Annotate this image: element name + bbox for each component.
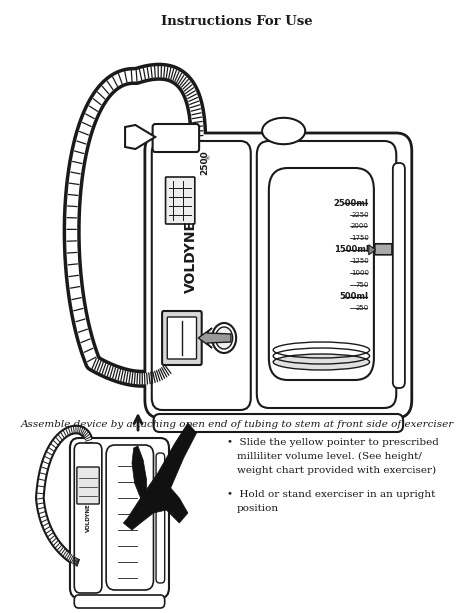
FancyBboxPatch shape	[74, 443, 102, 593]
Text: 1500ml: 1500ml	[334, 245, 369, 254]
Text: 1250: 1250	[351, 259, 369, 264]
Polygon shape	[123, 423, 197, 530]
Ellipse shape	[262, 118, 305, 144]
FancyBboxPatch shape	[154, 414, 403, 432]
FancyBboxPatch shape	[375, 244, 392, 255]
Text: ®: ®	[206, 154, 211, 160]
FancyBboxPatch shape	[162, 311, 202, 365]
FancyBboxPatch shape	[152, 141, 251, 410]
FancyBboxPatch shape	[74, 595, 164, 608]
FancyBboxPatch shape	[167, 317, 197, 359]
FancyBboxPatch shape	[393, 163, 405, 388]
FancyBboxPatch shape	[106, 445, 154, 590]
Text: 250: 250	[356, 305, 369, 311]
FancyBboxPatch shape	[153, 124, 199, 152]
Text: 750: 750	[356, 282, 369, 288]
Ellipse shape	[212, 323, 236, 353]
FancyBboxPatch shape	[77, 467, 99, 504]
Text: milliliter volume level. (See height/: milliliter volume level. (See height/	[237, 452, 422, 461]
Text: 500ml: 500ml	[340, 292, 369, 301]
Ellipse shape	[273, 354, 370, 370]
Ellipse shape	[264, 120, 304, 143]
Text: 2500: 2500	[201, 151, 210, 175]
Text: 1750: 1750	[351, 235, 369, 241]
Text: VOLDYNE: VOLDYNE	[86, 504, 91, 532]
Text: •  Hold or stand exerciser in an upright: • Hold or stand exerciser in an upright	[227, 490, 435, 499]
FancyBboxPatch shape	[145, 133, 412, 418]
Text: VOLDYNE: VOLDYNE	[183, 219, 198, 292]
Text: 2250: 2250	[351, 211, 369, 218]
Text: 2000: 2000	[351, 223, 369, 229]
FancyBboxPatch shape	[156, 453, 164, 583]
Text: 1000: 1000	[351, 270, 369, 276]
Polygon shape	[132, 446, 146, 498]
FancyBboxPatch shape	[70, 438, 169, 598]
Text: Instructions For Use: Instructions For Use	[161, 15, 313, 28]
Polygon shape	[198, 328, 231, 348]
Text: •  Slide the yellow pointer to prescribed: • Slide the yellow pointer to prescribed	[227, 438, 438, 447]
Text: position: position	[237, 504, 279, 513]
Polygon shape	[369, 245, 375, 255]
Polygon shape	[125, 125, 155, 149]
FancyBboxPatch shape	[257, 141, 396, 408]
Text: weight chart provided with exerciser): weight chart provided with exerciser)	[237, 466, 436, 475]
FancyBboxPatch shape	[269, 168, 374, 380]
FancyBboxPatch shape	[165, 177, 195, 224]
Text: Assemble device by attaching open end of tubing to stem at front side of exercis: Assemble device by attaching open end of…	[20, 420, 454, 429]
Text: 2500ml: 2500ml	[334, 199, 369, 208]
Ellipse shape	[216, 327, 233, 349]
